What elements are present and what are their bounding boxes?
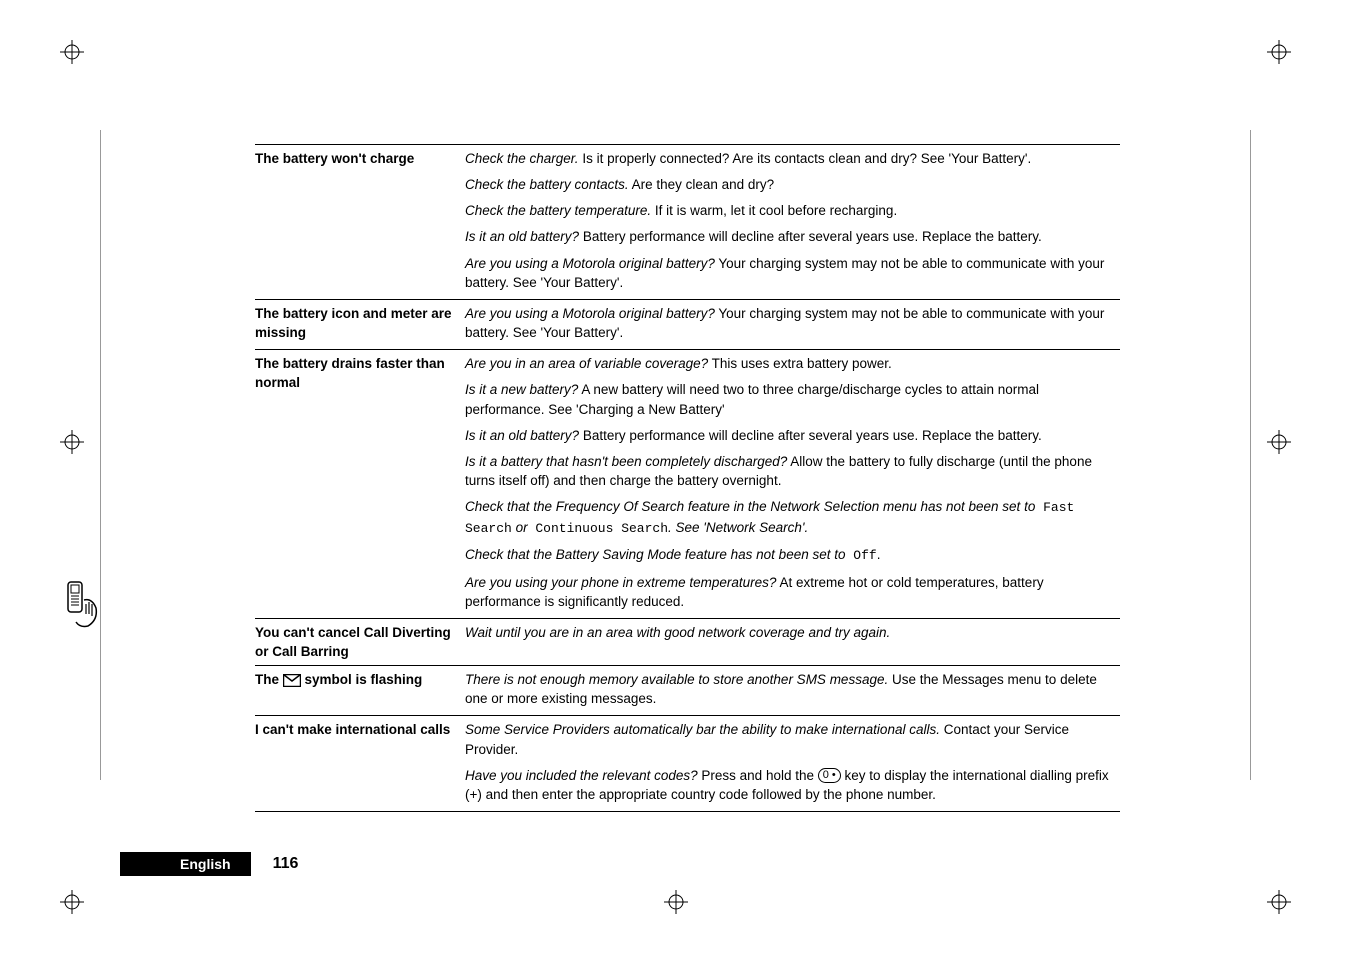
row-content: There is not enough memory available to … bbox=[465, 666, 1120, 715]
body-text: Check that the Battery Saving Mode featu… bbox=[465, 545, 1120, 565]
body-text: Are you using your phone in extreme temp… bbox=[465, 573, 1120, 611]
crop-mark-icon bbox=[1267, 430, 1291, 454]
body-text: Some Service Providers automatically bar… bbox=[465, 720, 1120, 758]
language-label: English bbox=[120, 852, 251, 876]
crop-mark-icon bbox=[60, 40, 84, 64]
body-text: Are you using a Motorola original batter… bbox=[465, 304, 1120, 342]
crop-mark-icon bbox=[1267, 890, 1291, 914]
row-content: Wait until you are in an area with good … bbox=[465, 619, 1120, 665]
body-text: Check the charger. Is it properly connec… bbox=[465, 149, 1120, 168]
phone-thumb-icon bbox=[62, 580, 102, 628]
envelope-icon bbox=[283, 673, 301, 686]
zero-key-icon: 0 • bbox=[818, 768, 841, 783]
row-content: Check the charger. Is it properly connec… bbox=[465, 145, 1120, 299]
table-row: The battery icon and meter are missingAr… bbox=[255, 300, 1120, 350]
body-text: Have you included the relevant codes? Pr… bbox=[465, 766, 1120, 804]
body-text: Is it an old battery? Battery performanc… bbox=[465, 227, 1120, 246]
row-heading: The battery icon and meter are missing bbox=[255, 300, 465, 349]
crop-mark-icon bbox=[1267, 40, 1291, 64]
trim-line bbox=[1250, 130, 1251, 780]
row-heading: The battery drains faster than normal bbox=[255, 350, 465, 618]
crop-mark-icon bbox=[664, 890, 688, 914]
table-row: You can't cancel Call Diverting or Call … bbox=[255, 619, 1120, 666]
body-text: Check that the Frequency Of Search featu… bbox=[465, 497, 1120, 538]
body-text: Is it a battery that hasn't been complet… bbox=[465, 452, 1120, 490]
body-text: Check the battery temperature. If it is … bbox=[465, 201, 1120, 220]
trim-line bbox=[100, 130, 101, 780]
table-row: The battery won't chargeCheck the charge… bbox=[255, 145, 1120, 300]
row-heading: I can't make international calls bbox=[255, 716, 465, 811]
crop-mark-icon bbox=[60, 430, 84, 454]
body-text: Check the battery contacts. Are they cle… bbox=[465, 175, 1120, 194]
body-text: Are you using a Motorola original batter… bbox=[465, 254, 1120, 292]
row-content: Are you in an area of variable coverage?… bbox=[465, 350, 1120, 618]
body-text: Wait until you are in an area with good … bbox=[465, 623, 1120, 642]
row-heading: The symbol is flashing bbox=[255, 666, 465, 715]
troubleshooting-table: The battery won't chargeCheck the charge… bbox=[255, 144, 1120, 812]
row-heading: The battery won't charge bbox=[255, 145, 465, 299]
row-heading: You can't cancel Call Diverting or Call … bbox=[255, 619, 465, 665]
table-row: The symbol is flashingThere is not enoug… bbox=[255, 666, 1120, 716]
table-row: I can't make international callsSome Ser… bbox=[255, 716, 1120, 812]
body-text: Are you in an area of variable coverage?… bbox=[465, 354, 1120, 373]
body-text: Is it a new battery? A new battery will … bbox=[465, 380, 1120, 418]
body-text: There is not enough memory available to … bbox=[465, 670, 1120, 708]
page-number: 116 bbox=[251, 855, 299, 873]
page-footer: English 116 bbox=[120, 852, 298, 876]
row-content: Are you using a Motorola original batter… bbox=[465, 300, 1120, 349]
row-content: Some Service Providers automatically bar… bbox=[465, 716, 1120, 811]
crop-mark-icon bbox=[60, 890, 84, 914]
body-text: Is it an old battery? Battery performanc… bbox=[465, 426, 1120, 445]
table-row: The battery drains faster than normalAre… bbox=[255, 350, 1120, 619]
